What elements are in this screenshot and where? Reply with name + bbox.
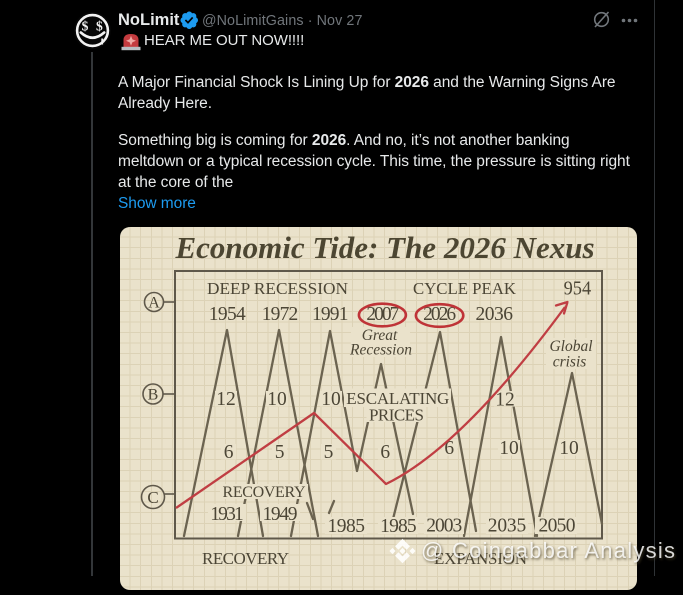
svg-text:1985: 1985 (328, 516, 366, 537)
svg-text:DEEP RECESSION: DEEP RECESSION (207, 279, 348, 298)
svg-text:2035: 2035 (488, 516, 527, 537)
svg-text:6: 6 (380, 442, 390, 463)
svg-text:10: 10 (499, 438, 519, 459)
svg-text:10: 10 (267, 389, 287, 410)
svg-text:5: 5 (324, 442, 334, 463)
svg-text:10: 10 (559, 438, 579, 459)
svg-text:954: 954 (564, 279, 592, 300)
svg-text:PRICES: PRICES (369, 406, 424, 425)
svg-text:Great: Great (362, 327, 398, 344)
svg-text:RECOVERY: RECOVERY (202, 549, 289, 568)
svg-text:$: $ (82, 19, 89, 34)
svg-text:2007: 2007 (366, 304, 399, 325)
svg-text:1931: 1931 (210, 504, 244, 525)
svg-text:Recession: Recession (349, 342, 412, 359)
svg-text:5: 5 (275, 442, 285, 463)
svg-text:B: B (148, 387, 159, 404)
svg-text:$: $ (96, 19, 103, 34)
svg-text:Global: Global (549, 338, 592, 355)
svg-text:1949: 1949 (263, 504, 298, 525)
svg-text:A: A (148, 295, 160, 312)
svg-text:C: C (147, 488, 158, 507)
svg-text:10: 10 (321, 389, 341, 410)
svg-text:6: 6 (224, 442, 234, 463)
svg-text:crisis: crisis (553, 354, 587, 371)
svg-text:Economic Tide: The 2026 Nexus: Economic Tide: The 2026 Nexus (174, 230, 594, 265)
svg-text:2036: 2036 (475, 304, 513, 325)
svg-text:6: 6 (444, 438, 454, 459)
svg-text:1991: 1991 (312, 304, 349, 325)
svg-text:CYCLE PEAK: CYCLE PEAK (413, 279, 517, 298)
svg-text:12: 12 (216, 389, 236, 410)
svg-text:1985: 1985 (380, 516, 417, 537)
svg-text:2026: 2026 (423, 304, 456, 325)
svg-text:ESCALATING: ESCALATING (346, 389, 449, 408)
svg-text:1954: 1954 (209, 304, 246, 325)
svg-text:12: 12 (495, 390, 515, 411)
svg-text:EXPANSION: EXPANSION (434, 549, 527, 568)
svg-text:2003: 2003 (426, 516, 462, 537)
svg-text:1972: 1972 (262, 304, 299, 325)
svg-text:2050: 2050 (539, 516, 576, 537)
svg-text:RECOVERY: RECOVERY (223, 484, 306, 501)
